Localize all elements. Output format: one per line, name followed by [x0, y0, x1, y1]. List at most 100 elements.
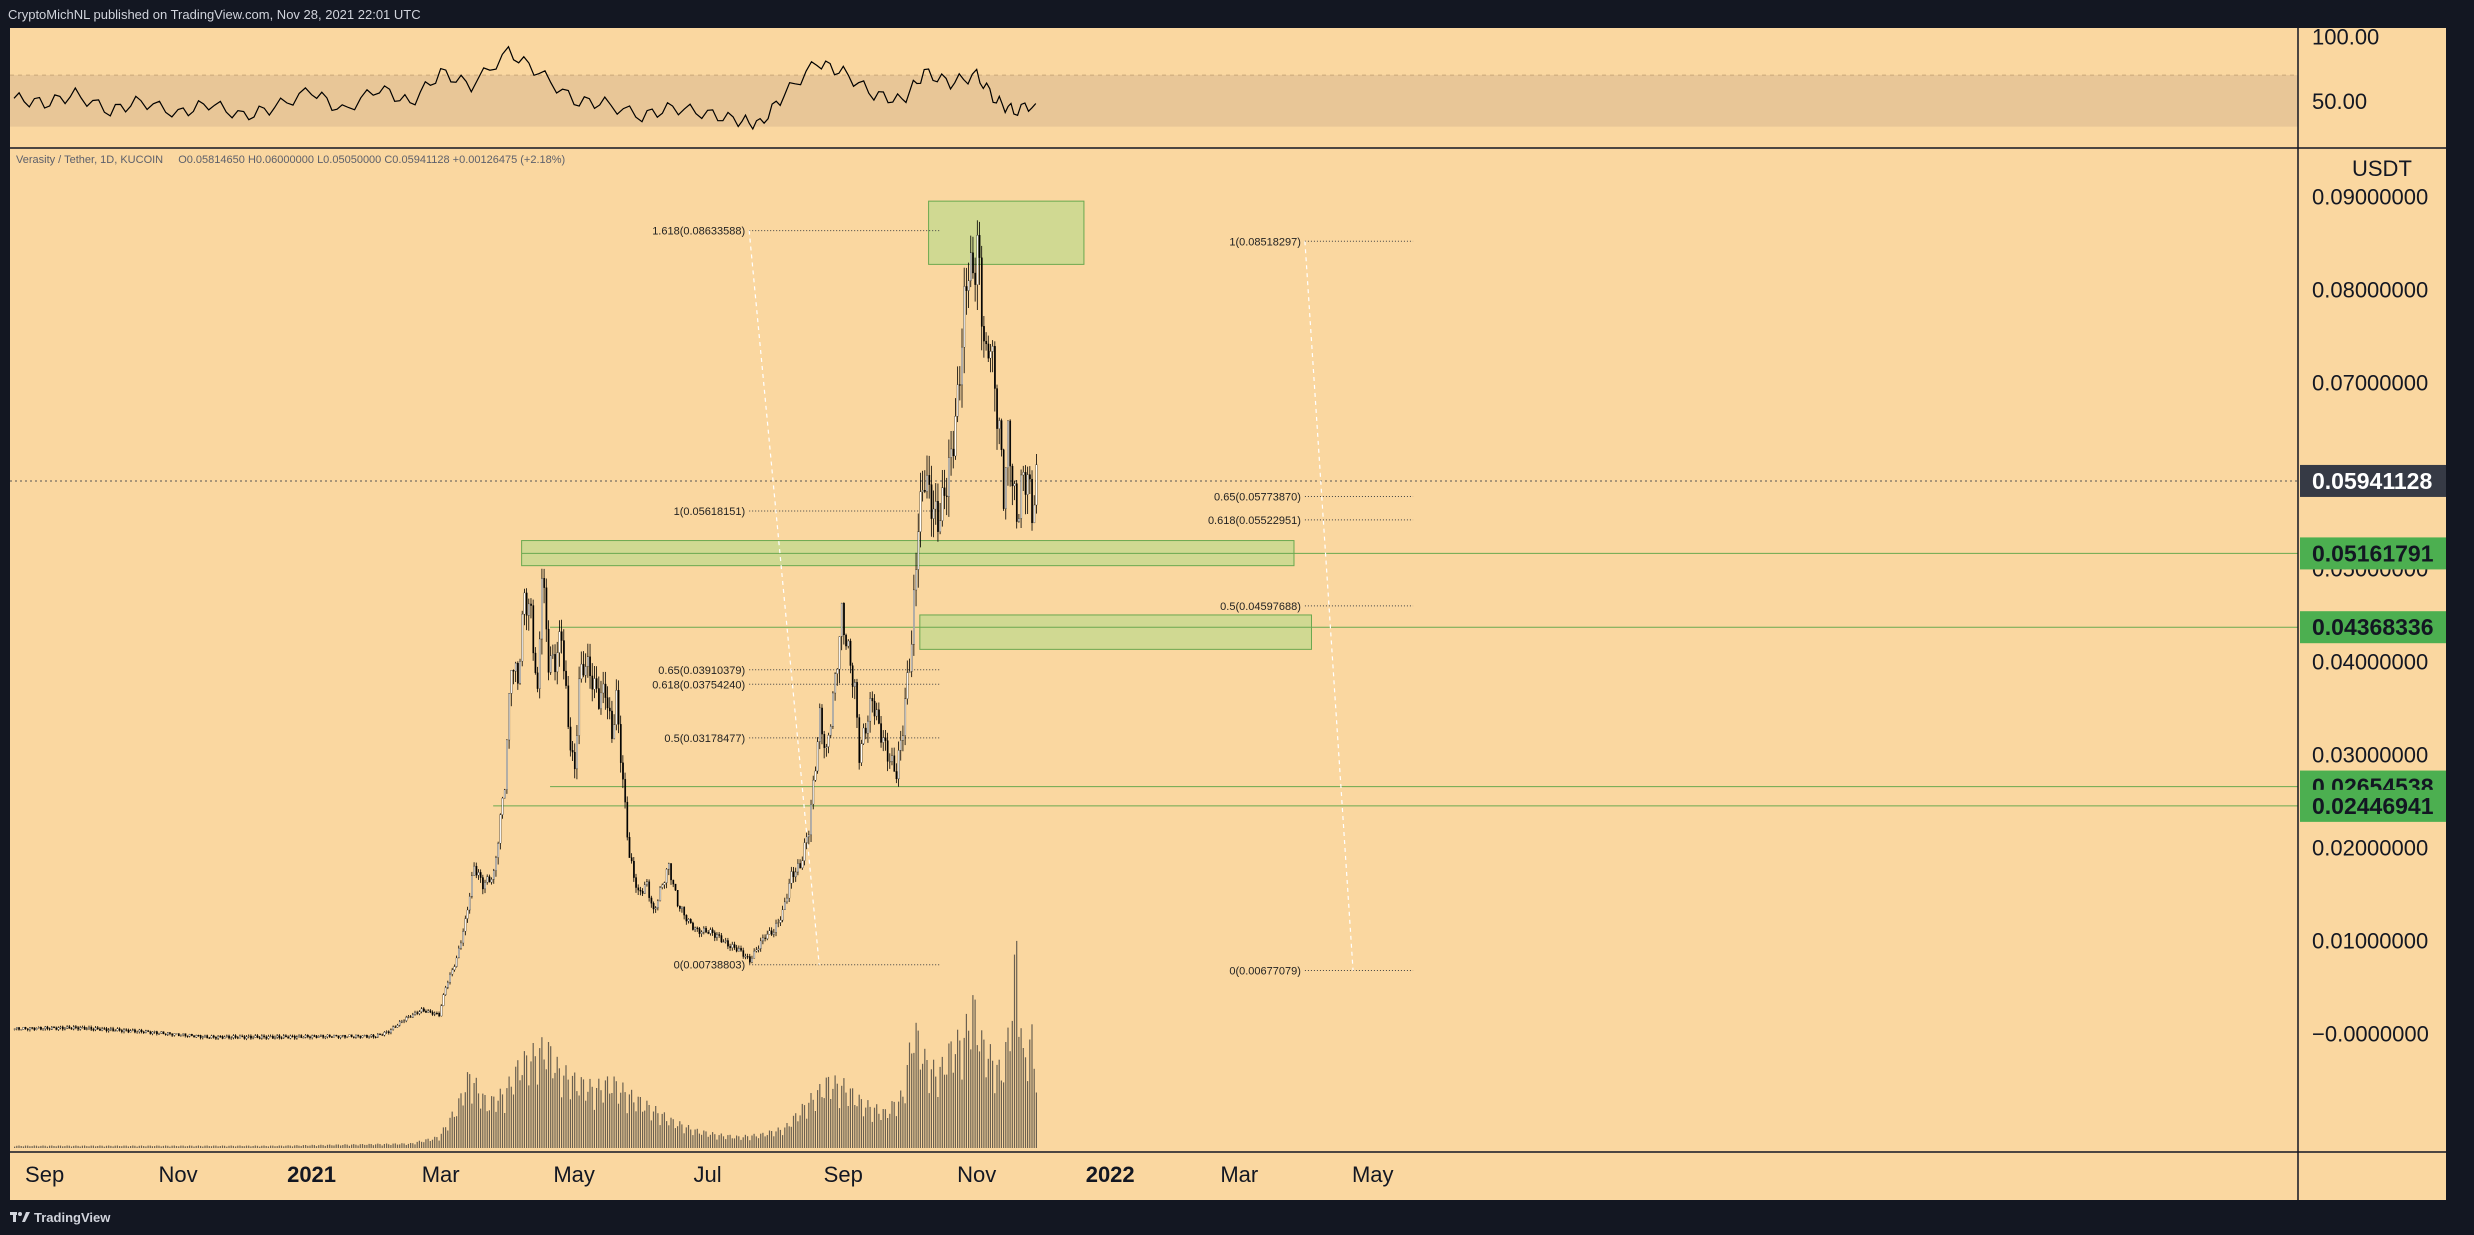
time-tick-label: Mar	[422, 1162, 460, 1187]
volume-bar	[103, 1146, 105, 1148]
volume-bar	[421, 1141, 423, 1148]
candle-down	[479, 872, 482, 878]
candle-down	[374, 1036, 377, 1038]
volume-bar	[996, 1064, 998, 1148]
candle-up	[484, 882, 486, 890]
volume-bar	[377, 1143, 379, 1148]
candle-up	[814, 770, 817, 781]
candle-down	[26, 1028, 29, 1030]
candle-down	[729, 946, 732, 948]
volume-bar	[806, 1118, 808, 1148]
volume-bar	[368, 1143, 370, 1148]
candle-up	[786, 897, 788, 902]
volume-bar	[834, 1075, 836, 1148]
candle-up	[51, 1026, 53, 1030]
candle-up	[989, 351, 992, 359]
volume-bar	[668, 1125, 670, 1148]
candle-up	[716, 934, 718, 938]
candle-down	[142, 1031, 145, 1034]
candle-down	[350, 1034, 353, 1037]
volume-bar	[644, 1110, 646, 1148]
candle-up	[412, 1014, 414, 1018]
candle-up	[665, 868, 668, 883]
volume-bar	[1000, 1080, 1002, 1148]
volume-bar	[412, 1143, 414, 1148]
candle-down	[287, 1036, 290, 1039]
ohlc-close: C0.05941128	[384, 154, 450, 166]
candle-up	[339, 1035, 342, 1038]
volume-bar	[707, 1136, 709, 1148]
candle-down	[985, 340, 988, 345]
volume-bar	[263, 1145, 265, 1148]
candle-down	[55, 1027, 58, 1030]
volume-bar	[615, 1081, 617, 1148]
volume-bar	[471, 1103, 473, 1148]
volume-bar	[985, 1077, 987, 1148]
volume-bar	[396, 1144, 399, 1148]
level-badge-label: 0.05161791	[2312, 540, 2434, 566]
volume-bar	[136, 1146, 138, 1148]
volume-bar	[696, 1128, 698, 1148]
volume-bar	[381, 1145, 383, 1148]
volume-bar	[766, 1135, 768, 1148]
volume-bar	[167, 1145, 169, 1148]
volume-bar	[685, 1127, 687, 1148]
candle-down	[567, 685, 570, 727]
volume-bar	[523, 1051, 525, 1148]
candle-down	[617, 690, 620, 725]
candle-down	[429, 1010, 432, 1013]
volume-bar	[149, 1145, 151, 1148]
volume-bar	[521, 1075, 523, 1148]
volume-bar	[504, 1113, 506, 1148]
rsi-panel	[10, 45, 2298, 131]
fib-level-label: 1.618(0.08633588)	[652, 226, 745, 238]
volume-bar	[690, 1129, 692, 1148]
candle-down	[849, 640, 852, 666]
candle-up	[326, 1034, 329, 1037]
volume-bar	[626, 1113, 628, 1148]
candle-up	[370, 1034, 373, 1037]
candle-down	[598, 688, 600, 709]
volume-bar	[318, 1145, 320, 1148]
volume-bar	[814, 1111, 816, 1148]
volume-bar	[466, 1072, 469, 1148]
candle-down	[1009, 420, 1012, 467]
candle-down	[75, 1026, 77, 1028]
volume-bar	[530, 1061, 532, 1148]
volume-bar	[154, 1146, 156, 1148]
candle-up	[759, 940, 762, 949]
candle-down	[670, 863, 672, 881]
volume-bar	[213, 1145, 215, 1148]
volume-bar	[784, 1127, 786, 1148]
candle-down	[711, 929, 714, 933]
price-tick-label: −0.0000000	[2312, 1021, 2429, 1046]
candle-down	[77, 1027, 80, 1030]
volume-bar	[1035, 1092, 1037, 1148]
volume-bar	[116, 1145, 118, 1148]
volume-bar	[322, 1145, 324, 1148]
volume-bar	[31, 1146, 33, 1148]
candle-down	[545, 587, 548, 630]
candle-up	[803, 842, 806, 861]
candle-down	[987, 343, 990, 359]
candle-down	[707, 932, 710, 934]
candle-up	[252, 1037, 255, 1039]
candle-down	[685, 914, 688, 922]
candle-up	[1035, 464, 1038, 506]
price-tick-label: 0.04000000	[2312, 649, 2428, 674]
volume-bar	[731, 1138, 733, 1148]
candle-up	[158, 1033, 160, 1035]
candle-down	[221, 1036, 224, 1039]
volume-bar	[819, 1084, 821, 1148]
volume-bar	[340, 1145, 342, 1148]
candle-down	[696, 927, 699, 929]
candle-up	[123, 1029, 125, 1032]
candle-up	[788, 883, 791, 899]
volume-bar	[27, 1145, 29, 1148]
candle-up	[44, 1026, 47, 1030]
candle-down	[799, 863, 802, 869]
volume-bar	[294, 1145, 296, 1148]
level-badge	[2300, 789, 2446, 822]
volume-bar	[930, 1069, 932, 1148]
chart-area[interactable]: 1.618(0.08633588) 1(0.05618151) 0.65(0.039…	[0, 28, 2474, 1200]
